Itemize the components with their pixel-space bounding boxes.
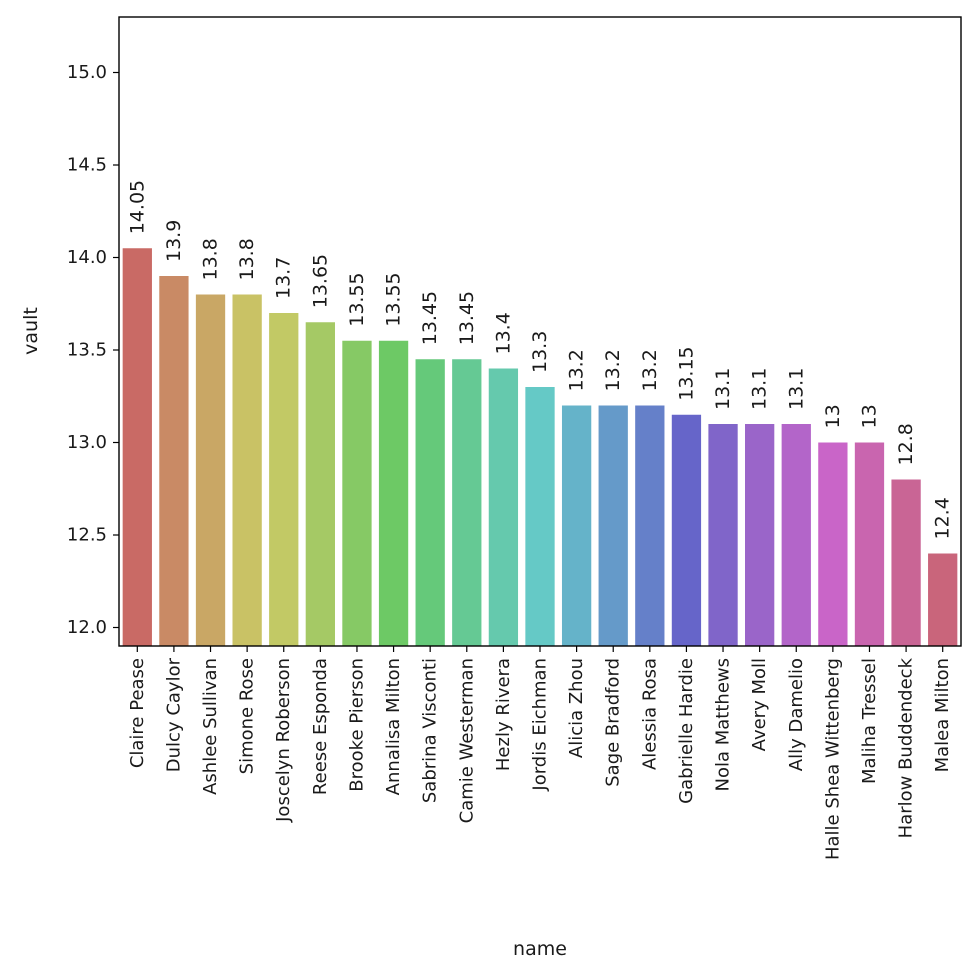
- x-tick-label: Simone Rose: [237, 658, 258, 774]
- bar-value-label: 13.45: [419, 291, 441, 345]
- x-tick-label: Avery Moll: [749, 658, 770, 751]
- bar: [891, 479, 921, 646]
- bar: [195, 294, 226, 646]
- x-tick-label: Sabrina Visconti: [420, 658, 441, 803]
- bar: [561, 405, 592, 646]
- y-tick-label: 13.0: [67, 432, 107, 453]
- bar: [415, 359, 445, 646]
- bar: [122, 248, 152, 646]
- bar-value-label: 13: [858, 404, 880, 428]
- bar: [269, 313, 299, 646]
- bar-value-label: 13.15: [675, 346, 697, 400]
- x-tick-label: Annalisa Milton: [383, 658, 404, 795]
- bar-value-label: 12.4: [932, 497, 954, 539]
- x-tick-label: Reese Esponda: [310, 658, 331, 795]
- bar: [671, 414, 702, 646]
- bar-value-label: 13.7: [273, 257, 295, 299]
- bar-value-labels: 14.05 13.9 13.8 13.8 13.7 13.65 13.55 13.55 13.4…: [126, 180, 953, 540]
- x-tick-label: Alessia Rosa: [639, 658, 660, 770]
- bar: [928, 553, 958, 646]
- x-tick-label: Sage Bradford: [603, 658, 624, 787]
- x-tick-label: Gabrielle Hardie: [676, 658, 697, 804]
- y-axis: 12.0 12.5 13.0 13.5 14.0 14.5 15.0: [67, 62, 119, 638]
- bar: [818, 442, 848, 646]
- bar-value-label: 13: [822, 404, 844, 428]
- bar: [232, 294, 262, 646]
- x-tick-label: Joscelyn Roberson: [273, 658, 294, 823]
- y-tick-label: 14.0: [67, 247, 107, 268]
- y-tick-label: 15.0: [67, 62, 107, 83]
- bar-value-label: 13.8: [236, 238, 258, 280]
- x-tick-label: Camie Westerman: [456, 658, 477, 823]
- bar-value-label: 12.8: [895, 423, 917, 465]
- x-axis-label: name: [513, 938, 567, 960]
- bar: [378, 340, 409, 646]
- bar: [854, 442, 885, 646]
- y-tick-label: 13.5: [67, 340, 107, 361]
- bar-value-label: 13.4: [492, 312, 514, 354]
- bar: [159, 276, 189, 646]
- x-tick-label: Jordis Eichman: [530, 658, 551, 792]
- x-tick-label: Claire Pease: [127, 658, 148, 768]
- bar: [708, 424, 738, 646]
- bar: [525, 387, 555, 646]
- bar: [745, 424, 775, 646]
- bar-value-label: 13.1: [749, 368, 771, 410]
- x-tick-label: Brooke Pierson: [346, 658, 367, 792]
- x-tick-label: Ashlee Sullivan: [200, 658, 221, 795]
- bar-value-label: 13.55: [346, 272, 368, 326]
- x-tick-label: Hezly Rivera: [493, 658, 514, 771]
- bar-value-label: 13.1: [785, 368, 807, 410]
- bar-value-label: 13.8: [200, 238, 222, 280]
- x-tick-label: Dulcy Caylor: [163, 657, 184, 772]
- bar-value-label: 13.1: [712, 368, 734, 410]
- y-tick-label: 14.5: [67, 155, 107, 176]
- bar-value-label: 13.2: [639, 349, 661, 391]
- bar-value-label: 13.45: [456, 291, 478, 345]
- bar-value-label: 14.05: [126, 180, 148, 234]
- bar: [488, 368, 519, 646]
- x-tick-label: Ally Damelio: [786, 658, 807, 771]
- bar: [452, 359, 482, 646]
- bar: [305, 322, 335, 646]
- x-tick-label: Maliha Tressel: [859, 658, 880, 784]
- bar-value-label: 13.2: [602, 349, 624, 391]
- bar-value-label: 13.65: [309, 254, 331, 308]
- bar-value-label: 13.55: [383, 272, 405, 326]
- bar-value-label: 13.9: [163, 220, 185, 262]
- bar: [598, 405, 628, 646]
- bar-value-label: 13.2: [566, 349, 588, 391]
- y-tick-label: 12.5: [67, 525, 107, 546]
- bar: [635, 405, 665, 646]
- x-tick-label: Harlow Buddendeck: [896, 657, 917, 838]
- y-axis-label: vault: [20, 307, 42, 355]
- x-tick-label: Nola Matthews: [713, 658, 734, 792]
- x-tick-label: Malea Milton: [932, 658, 953, 772]
- bar-value-label: 13.3: [529, 331, 551, 373]
- bar: [781, 424, 811, 646]
- bar: [342, 340, 372, 646]
- bars-group: [122, 248, 958, 646]
- x-tick-label: Halle Shea Wittenberg: [822, 658, 843, 860]
- x-axis: Claire Pease Dulcy Caylor Ashlee Sullivan S…: [127, 646, 953, 860]
- x-tick-label: Alicia Zhou: [566, 658, 587, 758]
- y-tick-label: 12.0: [67, 617, 107, 638]
